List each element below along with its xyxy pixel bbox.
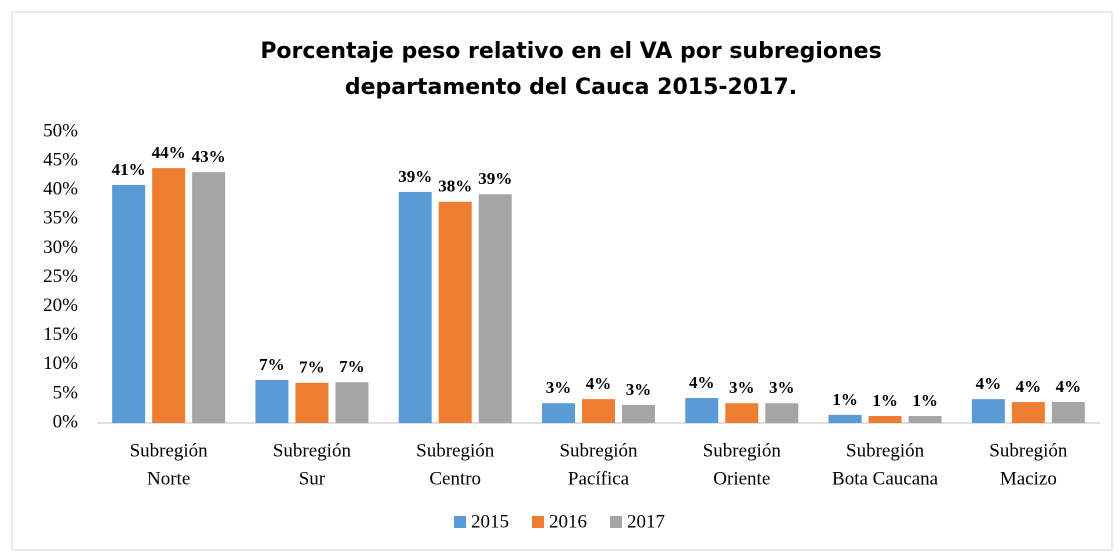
data-label: 7% (259, 355, 285, 374)
y-tick-label: 10% (43, 353, 78, 374)
data-label: 39% (398, 167, 432, 186)
x-tick-label: Macizo (1000, 468, 1057, 489)
bar (1011, 402, 1045, 423)
data-label: 1% (872, 391, 898, 410)
data-label: 3% (769, 378, 795, 397)
bar (398, 191, 432, 423)
x-tick-label: Oriente (713, 468, 770, 489)
x-tick-label: Subregión (559, 440, 638, 461)
bar (1051, 402, 1085, 423)
bar (765, 403, 799, 423)
data-label: 4% (689, 373, 715, 392)
bar (828, 414, 862, 423)
bar (335, 382, 369, 423)
y-tick-label: 5% (53, 382, 79, 403)
bar (192, 172, 226, 423)
y-tick-label: 45% (43, 149, 78, 170)
y-tick-label: 15% (43, 324, 78, 345)
legend-label: 2015 (471, 511, 509, 532)
data-label: 1% (912, 391, 938, 410)
legend-label: 2017 (627, 511, 665, 532)
bar (478, 194, 512, 423)
data-label: 7% (339, 357, 365, 376)
x-tick-label: Subregión (416, 440, 495, 461)
bar (622, 404, 655, 423)
x-tick-label: Norte (147, 468, 190, 489)
bar (295, 382, 329, 423)
y-tick-label: 50% (43, 120, 78, 141)
legend-swatch (454, 516, 466, 528)
y-tick-label: 0% (53, 411, 79, 432)
bar (255, 379, 289, 423)
x-tick-label: Bota Caucana (832, 468, 939, 489)
x-tick-label: Pacífica (568, 468, 630, 489)
data-label: 38% (438, 177, 472, 196)
data-label: 4% (586, 374, 612, 393)
x-tick-label: Subregión (130, 440, 209, 461)
data-label: 4% (1016, 377, 1042, 396)
data-label: 39% (478, 169, 512, 188)
x-tick-label: Subregión (846, 440, 925, 461)
data-label: 1% (832, 390, 858, 409)
legend-swatch (532, 516, 544, 528)
legend-label: 2016 (549, 511, 587, 532)
x-tick-label: Subregión (273, 440, 352, 461)
data-label: 44% (152, 143, 186, 162)
chart-title: Porcentaje peso relativo en el VA por su… (260, 39, 881, 64)
x-tick-label: Subregión (989, 440, 1068, 461)
bar (152, 168, 186, 423)
bar (725, 403, 759, 423)
x-tick-label: Sur (299, 468, 326, 489)
y-tick-label: 35% (43, 208, 78, 229)
y-tick-label: 40% (43, 179, 78, 200)
y-tick-label: 20% (43, 295, 78, 316)
data-label: 7% (299, 358, 325, 377)
bar (542, 403, 575, 423)
bar (112, 184, 146, 423)
legend-swatch (610, 516, 622, 528)
bar (685, 397, 719, 423)
x-tick-label: Centro (429, 468, 481, 489)
y-tick-label: 30% (43, 237, 78, 258)
bar (868, 416, 902, 423)
x-tick-label: Subregión (703, 440, 782, 461)
bar (908, 416, 942, 423)
bar (582, 399, 615, 423)
y-tick-label: 25% (43, 266, 78, 287)
data-label: 3% (626, 380, 652, 399)
data-label: 4% (976, 374, 1002, 393)
data-label: 4% (1056, 377, 1082, 396)
bar (438, 201, 472, 423)
chart-title: departamento del Cauca 2015-2017. (345, 75, 797, 100)
bar (971, 399, 1005, 423)
data-label: 3% (729, 378, 755, 397)
data-label: 41% (112, 160, 146, 179)
data-label: 43% (192, 147, 226, 166)
data-label: 3% (546, 378, 572, 397)
